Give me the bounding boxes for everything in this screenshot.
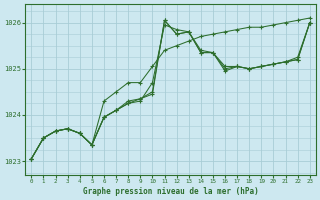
X-axis label: Graphe pression niveau de la mer (hPa): Graphe pression niveau de la mer (hPa) (83, 187, 259, 196)
